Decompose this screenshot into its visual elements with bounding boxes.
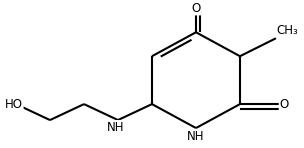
Text: NH: NH: [107, 121, 125, 133]
Text: O: O: [279, 98, 288, 111]
Text: HO: HO: [5, 98, 23, 111]
Text: O: O: [191, 2, 201, 15]
Text: CH₃: CH₃: [276, 24, 298, 37]
Text: NH: NH: [187, 130, 205, 143]
